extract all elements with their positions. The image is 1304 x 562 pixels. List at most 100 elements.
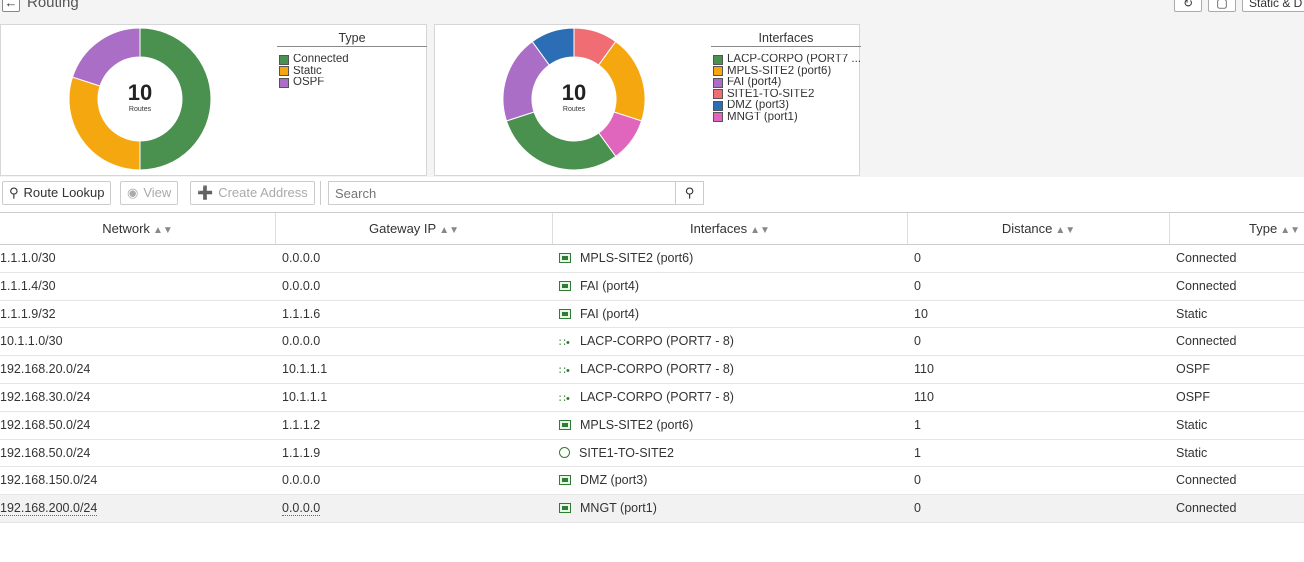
back-arrow-icon[interactable]: ←: [2, 0, 20, 12]
distance-cell: 1: [914, 445, 921, 460]
network-cell: 192.168.20.0/24: [0, 362, 91, 377]
interface-cell: ∷• LACP-CORPO (PORT7 - 8): [559, 334, 734, 350]
legend-swatch: [279, 54, 289, 65]
donut-slice[interactable]: [71, 27, 141, 87]
network-cell: 10.1.1.0/30: [0, 334, 63, 349]
legend-swatch: [279, 77, 289, 88]
legend-label: OSPF: [293, 77, 325, 88]
interfaces-legend-list: LACP-CORPO (PORT7 ... MPLS-SITE2 (port6) F…: [711, 54, 861, 123]
network-port-icon: [559, 475, 571, 486]
view-selector[interactable]: Static & D: [1242, 0, 1304, 12]
refresh-icon[interactable]: ↻: [1174, 0, 1202, 12]
interface-cell: SITE1-TO-SITE2: [553, 440, 908, 467]
interfaces-legend: Interfaces LACP-CORPO (PORT7 ... MPLS-SIT…: [711, 31, 861, 123]
type-route-label: Routes: [128, 106, 152, 113]
column-header-type[interactable]: Type ▲▼: [1249, 221, 1300, 236]
gateway-cell: 10.1.1.1: [282, 389, 328, 404]
view-button[interactable]: ◉ View: [120, 181, 179, 205]
legend-item[interactable]: MNGT (port1): [713, 112, 861, 123]
network-cell: 192.168.50.0/24: [0, 445, 91, 460]
type-cell: Connected: [1176, 278, 1237, 293]
legend-label: SITE1-TO-SITE2: [727, 88, 815, 100]
network-port-icon: [559, 308, 571, 319]
interface-cell: FAI (port4): [553, 301, 908, 328]
network-port-icon: [559, 280, 571, 291]
distance-cell: 1: [914, 417, 921, 432]
legend-item[interactable]: DMZ (port3): [713, 100, 861, 111]
sort-icon: ▲▼: [152, 225, 173, 236]
donut-slice[interactable]: [139, 27, 212, 171]
settings-icon[interactable]: ▢: [1208, 0, 1236, 12]
network-port-icon: [559, 503, 571, 514]
plus-circle-icon: ➕: [197, 185, 214, 200]
interface-cell: FAI (port4): [553, 273, 908, 300]
interface-cell: ∷• LACP-CORPO (PORT7 - 8): [559, 389, 734, 405]
interface-cell: DMZ (port3): [553, 467, 908, 494]
legend-item[interactable]: MPLS-SITE2 (port6): [713, 66, 861, 77]
donut-slice[interactable]: [68, 76, 141, 171]
gateway-cell: 0.0.0.0: [282, 278, 321, 293]
sort-icon: ▲▼: [750, 225, 770, 236]
legend-item[interactable]: Connected: [279, 54, 427, 65]
vpn-tunnel-icon: [559, 446, 570, 458]
interface-cell: MPLS-SITE2 (port6): [553, 412, 908, 439]
table-row[interactable]: 192.168.50.0/24 1.1.1.9 SITE1-TO-SITE2 1 Sta…: [0, 440, 1304, 468]
page-title: Routing: [27, 0, 79, 11]
interfaces-route-label: Routes: [562, 106, 586, 113]
top-bar: ← Routing ↻ ▢ Static & D: [0, 0, 1304, 17]
gateway-cell: 0.0.0.0: [282, 334, 321, 349]
network-cell: 192.168.30.0/24: [0, 389, 91, 404]
donut-slice[interactable]: [505, 111, 617, 171]
legend-item[interactable]: LACP-CORPO (PORT7 ...: [713, 54, 861, 65]
legend-swatch: [279, 66, 289, 76]
distance-cell: 0: [914, 278, 921, 293]
type-cell: OSPF: [1176, 389, 1211, 404]
search-input[interactable]: [328, 181, 676, 205]
interface-cell: MPLS-SITE2 (port6): [553, 245, 908, 272]
table-row[interactable]: 1.1.1.0/30 0.0.0.0 MPLS-SITE2 (port6) 0 Conn…: [0, 245, 1304, 273]
table-header: Network ▲▼ Gateway IP ▲▼ Interfaces ▲▼ Dist…: [0, 212, 1304, 245]
column-header-interfaces[interactable]: Interfaces ▲▼: [553, 213, 908, 244]
type-cell: OSPF: [1176, 362, 1211, 377]
gateway-cell: 1.1.1.2: [282, 417, 321, 432]
column-header-gateway[interactable]: Gateway IP ▲▼: [276, 213, 553, 244]
type-legend-title: Type: [277, 31, 427, 47]
legend-label: FAI (port4): [727, 77, 782, 88]
table-row[interactable]: 192.168.50.0/24 1.1.1.2 MPLS-SITE2 (port6)…: [0, 412, 1304, 440]
table-row[interactable]: 192.168.200.0/24 0.0.0.0 MNGT (port1) 0 Conn…: [0, 495, 1304, 523]
legend-item[interactable]: FAI (port4): [713, 77, 861, 88]
interface-cell: MNGT (port1): [553, 495, 908, 522]
table-row[interactable]: 1.1.1.9/32 1.1.1.6 FAI (port4) 10 Static: [0, 301, 1304, 329]
table-row[interactable]: 192.168.150.0/24 0.0.0.0 DMZ (port3) 0 Conne…: [0, 467, 1304, 496]
gateway-cell: 10.1.1.1: [282, 362, 328, 377]
interfaces-route-count: 10: [561, 80, 587, 105]
table-row[interactable]: 10.1.1.0/30 0.0.0.0 ∷• LACP-CORPO (PORT7 - …: [0, 328, 1304, 357]
type-cell: Static: [1176, 445, 1208, 460]
legend-label: Static: [293, 65, 322, 77]
search-icon[interactable]: ⚲: [675, 181, 704, 205]
gateway-cell: 0.0.0.0: [282, 251, 321, 265]
create-address-button[interactable]: ➕ Create Address: [190, 181, 315, 205]
network-cell: 192.168.200.0/24: [0, 501, 98, 517]
table-row[interactable]: 192.168.30.0/24 10.1.1.1 ∷• LACP-CORPO (POR…: [0, 384, 1304, 412]
route-lookup-button[interactable]: ⚲ Route Lookup: [2, 181, 112, 205]
legend-swatch: [713, 54, 723, 65]
table-row[interactable]: 1.1.1.4/30 0.0.0.0 FAI (port4) 0 Connected: [0, 273, 1304, 301]
table-body: 1.1.1.0/30 0.0.0.0 MPLS-SITE2 (port6) 0 Conn…: [0, 245, 1304, 523]
column-header-network[interactable]: Network ▲▼: [0, 213, 276, 244]
toolbar-divider: [320, 181, 321, 205]
type-widget: 10 Routes Type Connected Static OSPF: [0, 24, 427, 176]
legend-item[interactable]: SITE1-TO-SITE2: [713, 89, 861, 100]
legend-label: MPLS-SITE2 (port6): [727, 65, 832, 77]
toolbar: ⚲Route Lookup ◉View ➕Create Address ⚲: [0, 177, 1304, 212]
type-cell: Connected: [1176, 251, 1237, 265]
network-cell: 1.1.1.9/32: [0, 306, 56, 321]
column-header-distance[interactable]: Distance ▲▼: [908, 213, 1170, 244]
legend-item[interactable]: Static: [279, 66, 427, 77]
interfaces-legend-title: Interfaces: [711, 31, 861, 47]
distance-cell: 110: [914, 362, 934, 377]
donut-slice[interactable]: [531, 27, 575, 66]
table-row[interactable]: 192.168.20.0/24 10.1.1.1 ∷• LACP-CORPO (POR…: [0, 356, 1304, 384]
legend-label: Connected: [293, 54, 349, 65]
legend-item[interactable]: OSPF: [279, 77, 427, 88]
